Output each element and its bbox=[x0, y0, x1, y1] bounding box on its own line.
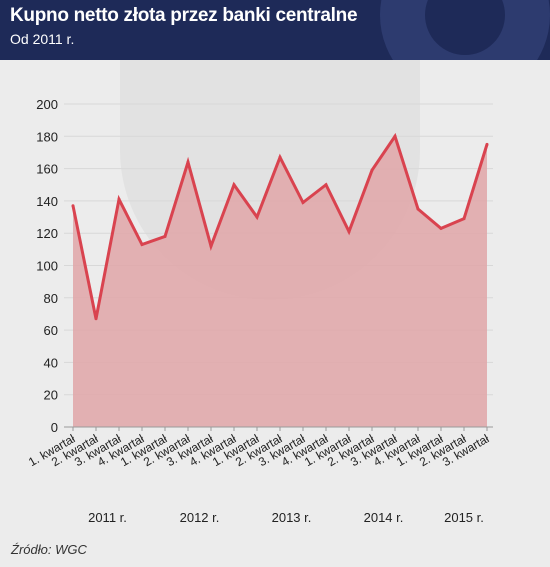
y-tick-label: 40 bbox=[44, 355, 58, 370]
y-tick-label: 100 bbox=[36, 259, 58, 274]
data-point bbox=[462, 217, 466, 221]
y-tick-label: 140 bbox=[36, 194, 58, 209]
year-label: 2013 r. bbox=[272, 510, 312, 525]
data-point bbox=[301, 201, 305, 205]
chart-subtitle: Od 2011 r. bbox=[10, 31, 75, 47]
data-point bbox=[393, 134, 397, 138]
data-point bbox=[255, 215, 259, 219]
y-tick-label: 180 bbox=[36, 129, 58, 144]
y-tick-label: 0 bbox=[51, 420, 58, 435]
y-tick-label: 200 bbox=[36, 97, 58, 112]
data-point bbox=[163, 234, 167, 238]
data-point bbox=[94, 317, 98, 321]
year-label: 2015 r. bbox=[444, 510, 484, 525]
chart-title: Kupno netto złota przez banki centralne bbox=[10, 5, 358, 26]
data-point bbox=[416, 207, 420, 211]
header-banner: Kupno netto złota przez banki centralne … bbox=[0, 0, 550, 60]
source-note: Źródło: WGC bbox=[11, 542, 87, 557]
data-point bbox=[71, 204, 75, 208]
y-tick-label: 160 bbox=[36, 162, 58, 177]
y-tick-label: 80 bbox=[44, 291, 58, 306]
data-point bbox=[370, 168, 374, 172]
y-tick-label: 120 bbox=[36, 226, 58, 241]
year-label: 2014 r. bbox=[364, 510, 404, 525]
year-label: 2012 r. bbox=[180, 510, 220, 525]
y-tick-label: 20 bbox=[44, 388, 58, 403]
data-point bbox=[209, 244, 213, 248]
data-point bbox=[117, 197, 121, 201]
data-point bbox=[186, 160, 190, 164]
data-point bbox=[140, 243, 144, 247]
data-point bbox=[278, 155, 282, 159]
year-label: 2011 r. bbox=[88, 510, 127, 525]
data-point bbox=[485, 142, 489, 146]
data-point bbox=[347, 230, 351, 234]
data-point bbox=[324, 183, 328, 187]
data-point bbox=[232, 183, 236, 187]
y-tick-label: 60 bbox=[44, 323, 58, 338]
series-area bbox=[73, 136, 487, 428]
data-point bbox=[439, 226, 443, 230]
